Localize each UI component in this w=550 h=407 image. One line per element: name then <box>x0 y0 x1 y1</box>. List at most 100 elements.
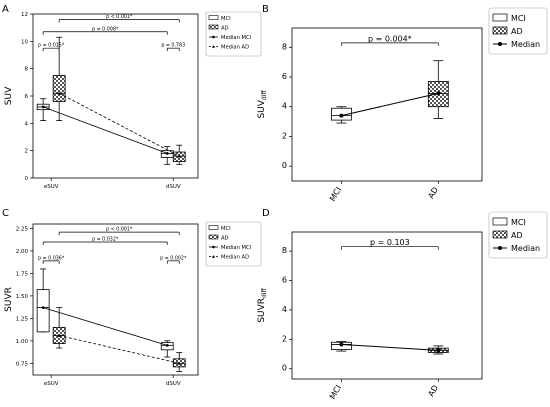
median-point <box>436 91 441 96</box>
panel-c: C SUVR 0.75 1.00 1.25 1.50 1.75 2.00 2.25 eSUV dSU… <box>2 208 262 387</box>
legend-marker <box>212 245 215 249</box>
y-tick-label: 0 <box>282 364 287 373</box>
y-tick-label: 2 <box>25 149 29 155</box>
y-tick-label: 4 <box>25 121 29 127</box>
x-tick-label: dSUV <box>166 381 181 387</box>
x-tick-label: dSUV <box>166 184 181 190</box>
legend-swatch-ad <box>492 230 508 239</box>
legend-swatch-mci <box>492 217 508 226</box>
box-mci-dsuv <box>160 340 174 358</box>
median-line-mci <box>43 106 168 154</box>
legend-marker <box>212 35 215 39</box>
median-line-ad <box>58 92 180 157</box>
median-line <box>341 343 439 351</box>
box-mci-esuv <box>36 98 50 121</box>
x-tick-label: AD <box>426 384 440 399</box>
legend-swatch-mci <box>208 15 219 20</box>
y-tick-label: 1.25 <box>16 316 29 322</box>
y-tick-label: 0 <box>282 161 287 170</box>
median-line <box>341 92 439 117</box>
legend-label: MCI <box>221 226 231 232</box>
box-iqr <box>52 75 66 102</box>
significance-label: p = 0.015* <box>38 43 65 49</box>
box-mci-dsuv <box>160 146 174 165</box>
significance-label: p < 0.001* <box>106 227 133 233</box>
legend-label: Median AD <box>221 254 249 260</box>
legend-label: MCI <box>221 16 231 22</box>
x-tick-label: eSUV <box>44 184 59 190</box>
median-point <box>41 306 45 309</box>
legend-label: Median MCI <box>221 245 252 251</box>
legend-marker <box>498 42 502 46</box>
plot-frame <box>291 27 483 182</box>
legend: MCI AD Median MCI Median AD <box>205 11 262 57</box>
box-ad <box>427 60 449 120</box>
y-tick-label: 10 <box>21 39 28 45</box>
median-point <box>436 348 441 353</box>
legend-swatch-ad <box>492 26 508 35</box>
legend: MCI AD Median <box>488 211 548 259</box>
y-axis-label: SUVR <box>4 287 14 312</box>
x-tick-label: eSUV <box>44 381 59 387</box>
panel-letter: A <box>2 4 9 15</box>
y-axis-label: SUVRdiff <box>257 287 268 322</box>
y-tick-label: 4 <box>282 305 287 314</box>
legend-label: AD <box>511 27 523 36</box>
y-tick-label: 1.75 <box>16 271 29 277</box>
y-tick-label: 4 <box>282 102 287 111</box>
significance-label: p = 0.032* <box>92 236 119 242</box>
significance-label: p < 0.001* <box>106 14 133 20</box>
panel-a: A SUV 0 2 4 6 8 10 12 eSUV dSUV p = 0.015* p = 0.008… <box>2 4 262 190</box>
median-point <box>339 113 344 118</box>
legend-label: Median <box>511 244 540 253</box>
median-point <box>339 342 344 347</box>
y-tick-label: 8 <box>282 42 287 51</box>
y-tick-label: 6 <box>282 276 287 285</box>
y-tick-label: 0 <box>25 176 29 182</box>
median-point <box>57 333 61 337</box>
x-tick-label: AD <box>426 186 440 201</box>
legend-frame <box>205 11 262 57</box>
median-point <box>165 343 169 347</box>
median-line-mci <box>43 307 168 346</box>
y-tick-label: 1.50 <box>16 294 29 300</box>
y-tick-label: 8 <box>282 246 287 255</box>
legend-label: MCI <box>511 14 526 23</box>
legend-swatch-mci <box>492 13 508 22</box>
y-axis-label: SUV <box>4 86 14 105</box>
legend-label: MCI <box>511 218 526 227</box>
y-axis-label: SUVdiff <box>257 90 268 119</box>
box-ad-esuv <box>52 36 66 121</box>
median-point <box>165 152 169 155</box>
legend: MCI AD Median <box>488 7 548 55</box>
legend-label: AD <box>221 25 229 31</box>
legend: MCI AD Median MCI Median AD <box>205 221 262 267</box>
y-tick-label: 2.25 <box>16 226 29 232</box>
panel-letter: C <box>2 208 9 219</box>
y-tick-label: 6 <box>25 94 29 100</box>
legend-swatch-mci <box>208 225 219 230</box>
legend-label: AD <box>511 231 523 240</box>
y-tick-label: 6 <box>282 72 287 81</box>
y-tick-label: 1.00 <box>16 339 29 345</box>
legend-label: Median MCI <box>221 35 252 41</box>
legend-label: Median AD <box>221 44 249 50</box>
significance-label: p = 0.008* <box>92 26 119 32</box>
y-tick-label: 12 <box>21 12 28 18</box>
legend-swatch-ad <box>208 24 219 30</box>
box-mci-esuv <box>36 268 50 333</box>
y-tick-label: 8 <box>25 67 29 73</box>
x-tick-label: MCI <box>328 384 343 401</box>
legend-swatch-ad <box>208 234 219 240</box>
plot-frame <box>291 231 483 380</box>
significance-label: p = 0.002* <box>160 255 187 261</box>
x-tick-label: MCI <box>328 186 343 203</box>
plot-frame <box>32 223 199 376</box>
y-tick-label: 2 <box>282 334 287 343</box>
legend-marker <box>498 246 502 250</box>
median-line-ad <box>59 335 180 364</box>
significance-label: p = 0.783 <box>161 43 185 49</box>
median-point <box>57 91 61 95</box>
legend-marker <box>212 45 215 48</box>
